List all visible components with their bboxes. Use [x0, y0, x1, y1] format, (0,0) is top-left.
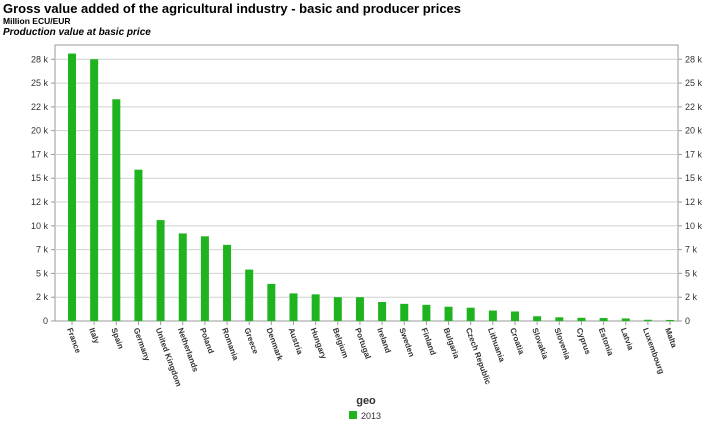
plot-area — [54, 44, 679, 322]
x-tick-label: Denmark — [264, 327, 284, 363]
y-tick-label-left: 10 k — [31, 221, 49, 231]
x-tick-label: Luxembourg — [641, 327, 666, 376]
x-tick-label: Latvia — [619, 327, 636, 352]
bar-sweden[interactable] — [400, 303, 409, 321]
bar-ireland[interactable] — [378, 301, 387, 321]
chart-title: Gross value added of the agricultural in… — [3, 1, 462, 16]
y-tick-label-left: 2 k — [36, 292, 49, 302]
y-tick-label-right: 10 k — [685, 221, 703, 231]
bar-greece[interactable] — [245, 269, 254, 321]
x-tick-label: Greece — [242, 327, 260, 356]
bar-spain[interactable] — [112, 99, 121, 321]
bar-belgium[interactable] — [333, 297, 342, 321]
y-tick-label-right: 20 k — [685, 126, 703, 136]
bar-hungary[interactable] — [311, 294, 320, 321]
bar-italy[interactable] — [90, 59, 99, 321]
x-tick-label: Poland — [198, 327, 216, 355]
x-tick-label: Netherlands — [176, 327, 200, 374]
bar-cyprus[interactable] — [577, 317, 586, 321]
bar-austria[interactable] — [289, 293, 298, 321]
x-tick-label: Romania — [220, 327, 240, 362]
y-tick-label-right: 0 — [685, 316, 690, 326]
legend-swatch — [349, 411, 357, 419]
y-tick-label-left: 5 k — [36, 268, 49, 278]
bar-latvia[interactable] — [621, 318, 630, 321]
chart-subtitle-unit: Million ECU/EUR — [3, 16, 71, 26]
x-tick-label: Finland — [420, 327, 438, 357]
y-tick-label-left: 17 k — [31, 149, 49, 159]
y-tick-label-right: 17 k — [685, 149, 703, 159]
bar-germany[interactable] — [134, 169, 143, 321]
x-tick-label: Malta — [663, 327, 679, 350]
x-tick-label: Slovenia — [552, 327, 572, 362]
x-tick-label: Lithuania — [486, 327, 507, 364]
x-tick-label: Cyprus — [575, 327, 593, 356]
y-tick-label-left: 25 k — [31, 78, 49, 88]
y-tick-label-left: 22 k — [31, 102, 49, 112]
x-tick-label: Hungary — [309, 327, 329, 361]
y-tick-label-right: 22 k — [685, 102, 703, 112]
x-tick-label: Spain — [109, 327, 125, 351]
x-tick-label: Belgium — [331, 327, 350, 360]
y-tick-label-left: 0 — [43, 316, 48, 326]
x-tick-label: Slovakia — [530, 327, 550, 361]
bar-slovenia[interactable] — [555, 317, 564, 321]
bar-france[interactable] — [68, 53, 76, 321]
y-tick-label-right: 7 k — [685, 245, 698, 255]
y-tick-label-right: 28 k — [685, 54, 703, 64]
y-tick-label-right: 12 k — [685, 197, 703, 207]
legend-label-2013: 2013 — [361, 411, 381, 421]
bar-united-kingdom[interactable] — [156, 220, 165, 321]
x-tick-label: Germany — [132, 327, 153, 363]
chart-subtitle-indicator: Production value at basic price — [3, 27, 151, 38]
x-tick-label: Estonia — [597, 327, 616, 358]
bar-estonia[interactable] — [599, 318, 608, 321]
bar-poland[interactable] — [200, 236, 209, 321]
y-tick-label-left: 7 k — [36, 245, 49, 255]
y-tick-label-right: 5 k — [685, 268, 698, 278]
y-tick-label-left: 12 k — [31, 197, 49, 207]
x-tick-label: Portugal — [353, 327, 373, 361]
y-tick-label-right: 2 k — [685, 292, 698, 302]
bar-czech-republic[interactable] — [466, 307, 475, 321]
y-tick-label-left: 20 k — [31, 126, 49, 136]
bar-luxembourg[interactable] — [643, 319, 652, 321]
bar-bulgaria[interactable] — [444, 306, 453, 321]
x-tick-label: Ireland — [375, 327, 392, 355]
bar-denmark[interactable] — [267, 283, 276, 321]
bar-netherlands[interactable] — [178, 233, 187, 321]
bar-finland[interactable] — [422, 304, 431, 321]
x-tick-label: Sweden — [397, 327, 416, 359]
x-tick-label: Croatia — [508, 327, 526, 356]
y-tick-label-left: 28 k — [31, 54, 49, 64]
bar-lithuania[interactable] — [488, 310, 497, 321]
x-tick-label: Italy — [87, 327, 101, 346]
bar-romania[interactable] — [223, 244, 232, 321]
bar-slovakia[interactable] — [533, 316, 542, 321]
x-axis-title: geo — [356, 395, 376, 407]
bar-croatia[interactable] — [511, 311, 519, 321]
x-tick-label: Bulgaria — [442, 327, 462, 361]
y-tick-label-left: 15 k — [31, 173, 49, 183]
x-tick-label: France — [65, 327, 83, 355]
bar-malta[interactable] — [666, 319, 675, 321]
bar-portugal[interactable] — [355, 297, 364, 321]
y-tick-label-right: 25 k — [685, 78, 703, 88]
x-tick-label: Austria — [287, 327, 305, 356]
y-tick-label-right: 15 k — [685, 173, 703, 183]
